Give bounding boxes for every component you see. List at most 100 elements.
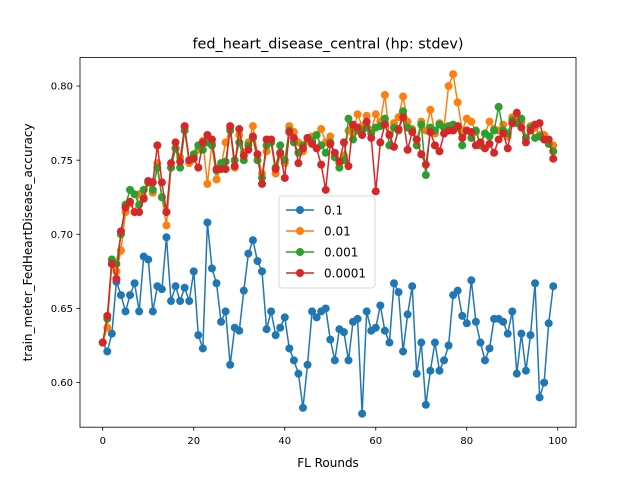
data-point: [453, 286, 462, 295]
data-point: [326, 335, 335, 344]
data-point: [467, 117, 476, 126]
data-point: [517, 329, 526, 338]
legend-marker: [296, 248, 304, 256]
data-point: [321, 148, 330, 157]
data-point: [162, 221, 171, 230]
data-point: [198, 344, 207, 353]
data-point: [203, 179, 212, 188]
data-point: [112, 274, 121, 283]
data-point: [157, 285, 166, 294]
legend-marker: [296, 269, 304, 277]
data-point: [167, 159, 176, 168]
data-point: [430, 141, 439, 150]
data-point: [344, 162, 353, 171]
x-tick-label: 0: [100, 436, 106, 447]
data-point: [426, 366, 435, 375]
data-point: [230, 162, 239, 171]
data-point: [408, 282, 417, 291]
data-point: [103, 347, 112, 356]
data-point: [258, 179, 267, 188]
data-point: [512, 108, 521, 117]
data-point: [330, 148, 339, 157]
legend-item: 0.0001: [286, 267, 366, 281]
data-point: [194, 163, 203, 172]
data-point: [549, 282, 558, 291]
data-point: [253, 257, 262, 266]
data-point: [476, 338, 485, 347]
data-point: [344, 356, 353, 365]
data-point: [453, 122, 462, 131]
data-point: [353, 110, 362, 119]
data-point: [499, 317, 508, 326]
data-point: [271, 331, 280, 340]
data-point: [235, 125, 244, 134]
data-point: [535, 119, 544, 128]
data-point: [116, 291, 125, 300]
data-point: [480, 356, 489, 365]
data-point: [171, 282, 180, 291]
data-point: [458, 311, 467, 320]
data-point: [326, 132, 335, 141]
data-point: [162, 208, 171, 217]
data-point: [185, 297, 194, 306]
data-point: [362, 307, 371, 316]
legend-marker: [296, 206, 304, 214]
data-point: [267, 307, 276, 316]
data-point: [312, 144, 321, 153]
legend-label: 0.1: [324, 204, 343, 218]
data-point: [467, 128, 476, 137]
data-point: [385, 338, 394, 347]
data-point: [308, 307, 317, 316]
legend-item: 0.001: [286, 246, 358, 260]
data-point: [171, 138, 180, 147]
data-point: [380, 326, 389, 335]
x-axis-label: FL Rounds: [297, 456, 359, 470]
data-point: [521, 366, 530, 375]
data-point: [540, 378, 549, 387]
data-point: [367, 133, 376, 142]
data-point: [471, 317, 480, 326]
data-point: [276, 141, 285, 150]
data-point: [98, 338, 107, 347]
legend-item: 0.1: [286, 204, 343, 218]
data-point: [421, 160, 430, 169]
data-point: [221, 157, 230, 166]
data-point: [449, 70, 458, 79]
data-point: [476, 138, 485, 147]
data-point: [399, 107, 408, 116]
data-point: [303, 133, 312, 142]
series-line: [102, 106, 554, 343]
data-point: [198, 138, 207, 147]
data-point: [148, 307, 157, 316]
data-point: [417, 120, 426, 129]
data-point: [503, 144, 512, 153]
data-point: [135, 208, 144, 217]
data-point: [103, 311, 112, 320]
data-point: [399, 347, 408, 356]
x-tick-label: 40: [278, 436, 291, 447]
data-point: [258, 267, 267, 276]
data-point: [444, 82, 453, 91]
data-point: [503, 329, 512, 338]
data-point: [349, 135, 358, 144]
data-point: [203, 218, 212, 227]
data-point: [248, 132, 257, 141]
chart-title: fed_heart_disease_central (hp: stdev): [192, 37, 463, 53]
data-point: [221, 307, 230, 316]
data-point: [339, 328, 348, 337]
data-point: [353, 314, 362, 323]
data-point: [180, 283, 189, 292]
data-point: [426, 105, 435, 114]
data-point: [207, 264, 216, 273]
data-point: [294, 369, 303, 378]
data-point: [499, 129, 508, 138]
data-point: [394, 125, 403, 134]
data-point: [403, 145, 412, 154]
data-point: [248, 236, 257, 245]
data-point: [417, 150, 426, 159]
legend-label: 0.001: [324, 246, 358, 260]
data-point: [408, 128, 417, 137]
data-point: [508, 307, 517, 316]
data-point: [139, 194, 148, 203]
